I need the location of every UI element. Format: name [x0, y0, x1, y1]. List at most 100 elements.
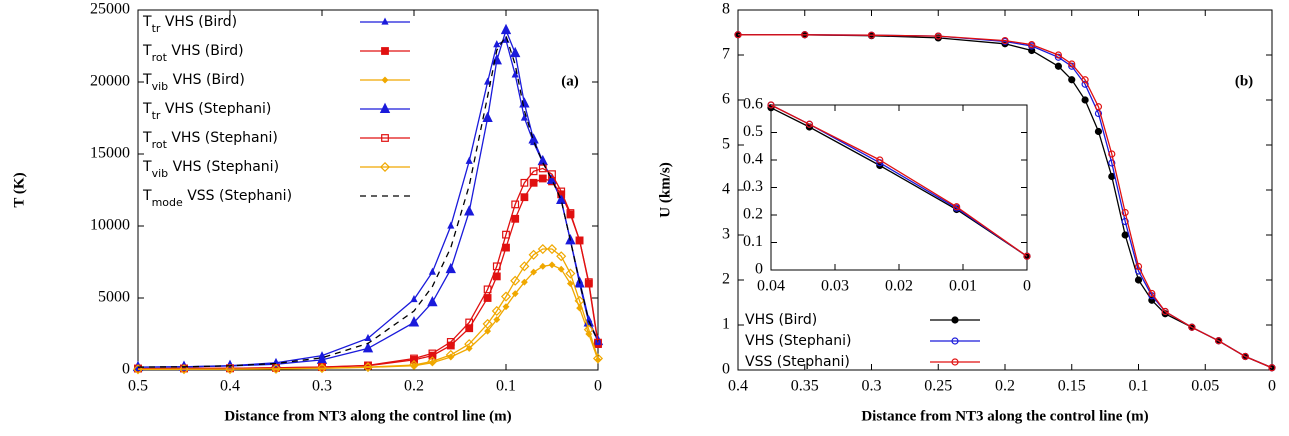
y-tick-label: 0.3 — [743, 178, 763, 195]
x-tick-label: 0 — [1023, 278, 1031, 295]
marker — [1068, 76, 1076, 84]
marker — [566, 280, 574, 288]
y-tick-label: 15000 — [90, 145, 130, 162]
marker — [539, 262, 547, 270]
plot-panel: 0 0.1 0.2 0.3 0.4 0.5 0.6 0.04 0.03 0.02 0.01 0 — [743, 96, 1031, 295]
marker — [427, 356, 438, 367]
marker — [584, 278, 593, 287]
y-axis-label: U (km/s) — [657, 162, 673, 217]
y-tick-label: 10000 — [90, 217, 130, 234]
marker — [556, 251, 567, 262]
marker — [952, 203, 961, 211]
x-tick-label: 0.4 — [728, 378, 748, 395]
marker — [537, 243, 548, 255]
marker — [1094, 109, 1103, 118]
y-tick-label: 0 — [122, 361, 130, 378]
series-line — [137, 248, 599, 370]
y-tick-label: 0 — [722, 361, 730, 378]
marker — [520, 278, 528, 286]
legend-label: VHS (Bird) — [745, 312, 817, 328]
x-tick-label: 0 — [1268, 378, 1276, 395]
marker — [934, 32, 942, 40]
marker — [500, 23, 512, 35]
x-tick-label: 0.35 — [791, 378, 819, 395]
y-tick-label: 3 — [722, 226, 730, 243]
marker — [482, 111, 493, 122]
marker — [364, 333, 372, 341]
marker — [538, 164, 547, 173]
marker — [502, 230, 510, 239]
y-tick-label: 2 — [722, 271, 730, 288]
marker — [492, 262, 501, 271]
x-tick-label: 0.02 — [885, 278, 913, 295]
marker — [446, 338, 455, 346]
marker — [428, 267, 436, 275]
marker — [556, 193, 567, 205]
y-tick-label: 8 — [722, 1, 730, 18]
marker — [538, 174, 547, 183]
legend-marker — [951, 337, 959, 345]
y-tick-label: 0.5 — [743, 123, 763, 140]
y-tick-label: 7 — [722, 46, 730, 63]
marker — [565, 268, 576, 279]
legend-label: VHS (Stephani) — [745, 333, 851, 349]
marker — [483, 294, 492, 302]
marker — [557, 187, 566, 196]
y-tick-label: 5 — [722, 136, 730, 153]
x-tick-label: 0.4 — [220, 378, 240, 395]
marker — [520, 178, 529, 187]
y-tick-label: 0.6 — [743, 96, 763, 113]
marker — [492, 272, 501, 281]
marker — [362, 362, 374, 373]
x-axis-label: Distance from NT3 along the control line… — [224, 408, 511, 424]
marker — [447, 221, 455, 229]
x-tick-label: 0.25 — [924, 378, 952, 395]
marker — [410, 354, 418, 363]
marker — [1081, 76, 1089, 84]
y-tick-label: 0.4 — [743, 151, 763, 168]
marker — [270, 363, 282, 374]
y-tick-label: 20000 — [90, 73, 130, 90]
marker — [178, 364, 190, 375]
x-tick-label: 0.04 — [757, 278, 785, 295]
marker — [484, 77, 492, 85]
legend-label: VSS (Stephani) — [745, 354, 850, 370]
marker — [1241, 352, 1249, 361]
legend-marker — [381, 76, 389, 84]
marker — [502, 243, 510, 252]
marker — [1023, 252, 1031, 260]
y-axis-label: T (K) — [11, 172, 27, 207]
marker — [410, 294, 418, 303]
series-line — [137, 167, 599, 370]
legend-marker — [381, 17, 389, 25]
y-tick-label: 5000 — [98, 289, 130, 306]
marker — [465, 156, 473, 164]
plot-panel: 0 5000 10000 15000 20000 25000 0.5 0.4 0.3 0.2 0.1… — [90, 1, 604, 395]
marker — [546, 243, 558, 255]
x-tick-label: 0.05 — [1191, 378, 1219, 395]
marker — [465, 324, 474, 333]
legend-label: Ttr VHS (Bird) — [142, 14, 237, 35]
marker — [520, 113, 528, 121]
marker — [574, 295, 585, 306]
series-line — [770, 104, 1028, 257]
series-line — [738, 34, 1273, 369]
legend-label: Tmode VSS (Stephani) — [142, 188, 292, 209]
marker — [1134, 276, 1143, 284]
marker — [510, 46, 521, 58]
marker — [548, 261, 556, 269]
marker — [528, 249, 539, 260]
marker — [1268, 364, 1276, 372]
legend-label: Trot VHS (Bird) — [142, 43, 244, 64]
marker — [592, 353, 604, 364]
y-tick-label: 0.2 — [743, 206, 763, 223]
series-line — [137, 34, 599, 368]
marker — [464, 205, 475, 216]
marker — [224, 364, 236, 375]
y-tick-label: 0.1 — [743, 233, 763, 250]
marker — [566, 209, 575, 217]
marker — [734, 31, 742, 39]
marker — [500, 291, 512, 302]
marker — [1121, 231, 1129, 239]
